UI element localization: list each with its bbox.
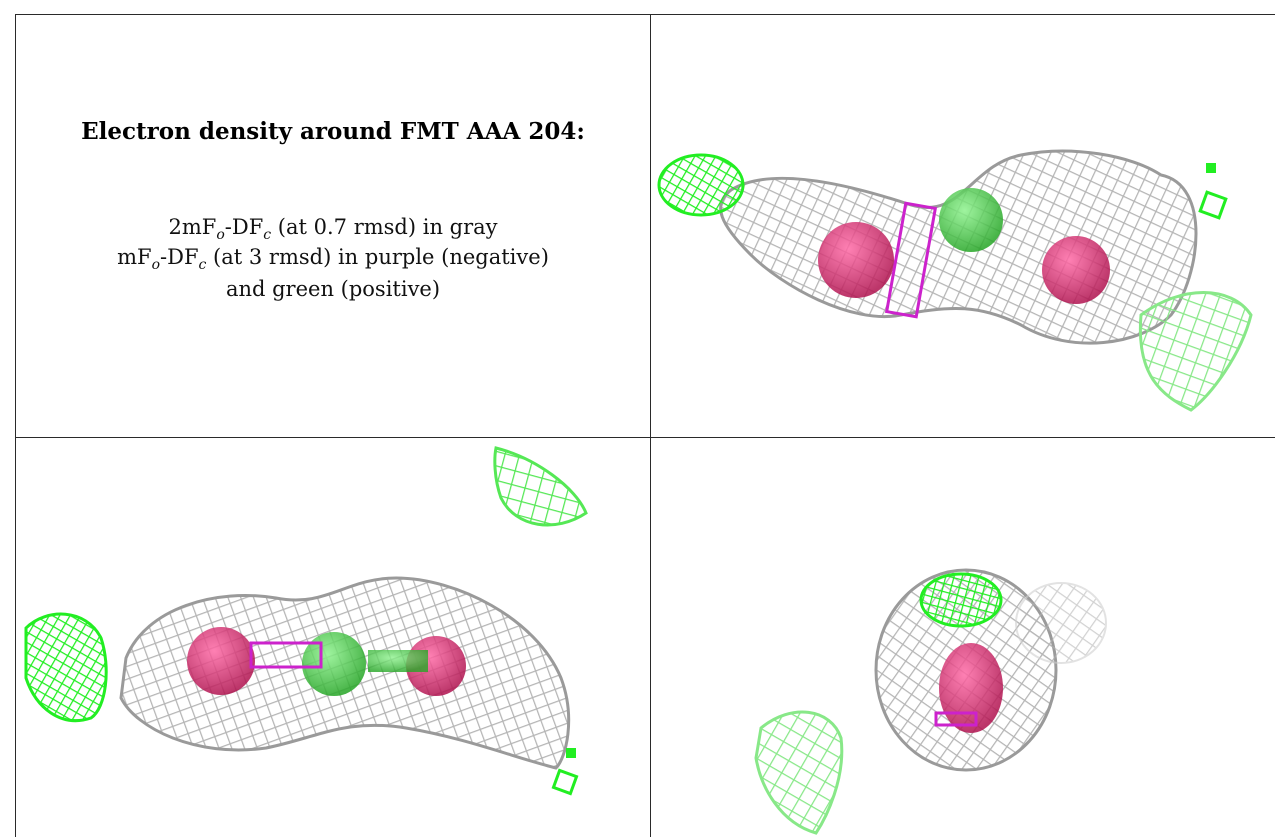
- positive-density-blob: [24, 612, 108, 723]
- positive-density-mesh: [1138, 291, 1253, 412]
- positive-density-blob: [919, 572, 1003, 628]
- positive-density-mesh: [754, 710, 844, 835]
- positive-density-mesh: [493, 446, 588, 527]
- density-view-bottom-left: [16, 438, 650, 837]
- caption-map2: mFo-DFc (at 3 rmsd) in purple (negative): [117, 245, 549, 274]
- density-render-1: [657, 149, 1253, 412]
- table-divider-vertical: [650, 14, 651, 837]
- table-divider-horizontal: [15, 437, 1275, 438]
- table-border-top: [15, 14, 1275, 15]
- density-render-3: [754, 568, 1107, 835]
- density-view-top-right: [651, 15, 1275, 437]
- density-render-2: [24, 446, 588, 796]
- caption-cell: Electron density around FMT AAA 204: 2mF…: [16, 15, 650, 437]
- table-border-left: [15, 14, 16, 837]
- caption-map2-continued: and green (positive): [225, 277, 441, 301]
- caption-map1: 2mFo-DFc (at 0.7 rmsd) in gray: [168, 215, 498, 244]
- caption-title: Electron density around FMT AAA 204:: [81, 118, 585, 145]
- density-view-bottom-right: [651, 438, 1275, 837]
- positive-density-blob: [657, 153, 745, 217]
